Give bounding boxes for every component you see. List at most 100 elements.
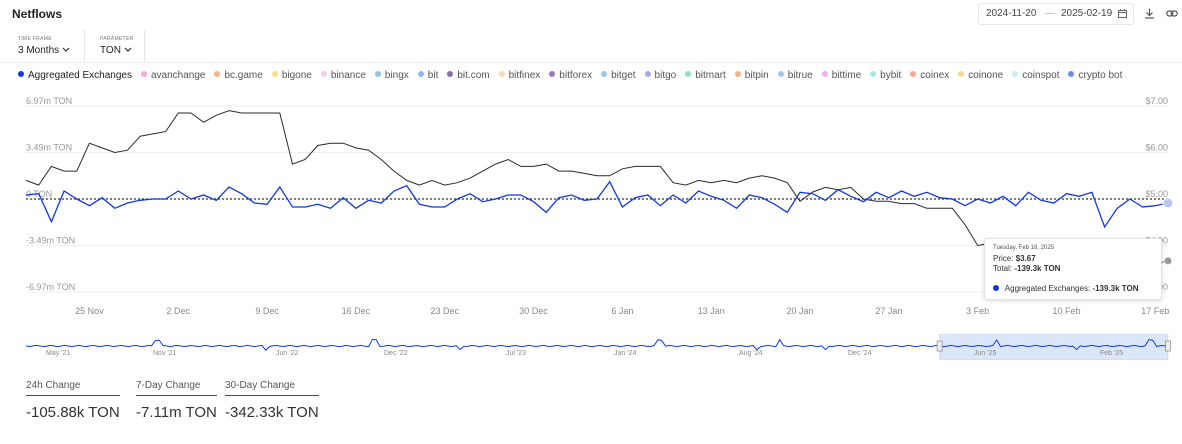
- navigator-label: Jun '25: [974, 350, 997, 357]
- date-from[interactable]: 2024-11-20: [986, 8, 1037, 19]
- legend-item[interactable]: bitmart: [685, 70, 726, 81]
- navigator-label: May '21: [46, 350, 71, 357]
- legend-label: coinex: [920, 70, 950, 81]
- legend-dot: [447, 71, 454, 78]
- parameter-select[interactable]: PARAMETER TON: [94, 30, 145, 62]
- parameter-value-row[interactable]: TON: [100, 45, 132, 56]
- price-series-line: [25, 110, 1169, 265]
- legend-dot: [685, 71, 692, 78]
- stat-value: -342.33k TON: [225, 404, 319, 421]
- legend-item[interactable]: bit.com: [447, 70, 490, 81]
- legend-dot: [1012, 71, 1019, 78]
- time-frame-label: TIME FRAME: [18, 36, 52, 42]
- time-frame-value: 3 Months: [18, 45, 60, 56]
- x-tick-label: 3 Feb: [966, 306, 989, 316]
- legend-dot: [870, 71, 877, 78]
- navigator-label: Jan '24: [614, 350, 637, 357]
- legend-item[interactable]: coinex: [910, 70, 949, 81]
- x-tick-label: 20 Jan: [787, 306, 814, 316]
- tooltip-date: Tuesday, Feb 18, 2025: [993, 245, 1055, 251]
- tooltip-total-value: -139.3k TON: [1014, 264, 1061, 273]
- y-left-tick-label: -6.97m TON: [26, 282, 75, 292]
- stat-label: 30-Day Change: [225, 380, 319, 396]
- legend-item[interactable]: bitget: [601, 70, 636, 81]
- legend-item[interactable]: coinone: [958, 70, 1003, 81]
- navigator-handle-right[interactable]: [1165, 340, 1171, 352]
- legend-item[interactable]: bitforex: [549, 70, 592, 81]
- legend-dot: [958, 71, 965, 78]
- x-tick-label: 6 Jan: [611, 306, 633, 316]
- legend-item[interactable]: bitpin: [734, 70, 769, 81]
- navigator-label: Dec '22: [384, 350, 408, 357]
- legend-item[interactable]: Aggregated Exchanges: [18, 70, 132, 81]
- legend-item[interactable]: crypto bot: [1068, 70, 1122, 81]
- aggregated-exchanges-series-line: [25, 180, 1169, 229]
- divider: [0, 62, 1182, 63]
- legend-dot: [777, 71, 784, 78]
- legend-dot: [734, 71, 741, 78]
- x-tick-label: 23 Dec: [430, 306, 459, 316]
- y-left-tick-label: 6.97m TON: [26, 96, 72, 106]
- legend-label: binance: [330, 70, 366, 81]
- legend-item[interactable]: bc.game: [214, 70, 263, 81]
- legend-item[interactable]: bit: [417, 70, 438, 81]
- x-tick-label: 25 Nov: [75, 306, 104, 316]
- tooltip-price-row: Price: $3.67: [993, 254, 1036, 263]
- legend-label: coinone: [968, 70, 1004, 81]
- legend-label: bitrue: [787, 70, 813, 81]
- parameter-value: TON: [100, 45, 121, 56]
- tooltip-series-value: -139.3k TON: [1092, 284, 1139, 293]
- navigator-handle-left[interactable]: [936, 340, 943, 352]
- legend-dot: [1068, 71, 1075, 78]
- legend-dot: [549, 71, 556, 78]
- legend-item[interactable]: binance: [320, 70, 366, 81]
- x-axis: 25 Nov 2 Dec 9 Dec 16 Dec 23 Dec 30 Dec 6 Jan 1…: [75, 306, 1169, 316]
- range-navigator[interactable]: [0, 334, 1182, 360]
- time-frame-select[interactable]: TIME FRAME 3 Months: [12, 30, 85, 62]
- legend-item[interactable]: bybit: [870, 70, 901, 81]
- legend-item[interactable]: bitgo: [644, 70, 677, 81]
- legend-item[interactable]: bingx: [374, 70, 409, 81]
- legend-item[interactable]: bitrue: [777, 70, 813, 81]
- download-icon[interactable]: [1144, 8, 1155, 19]
- stat-label: 7-Day Change: [136, 380, 217, 396]
- legend-label: Aggregated Exchanges: [28, 70, 132, 81]
- stat-7d: 7-Day Change -7.11m TON: [136, 380, 217, 421]
- legend-dot: [498, 71, 505, 78]
- page-title: Netflows: [12, 7, 63, 21]
- navigator-label: Jul '23: [506, 350, 527, 357]
- date-to[interactable]: 2025-02-19: [1061, 8, 1113, 19]
- navigator-label: Aug '24: [739, 350, 763, 357]
- legend-dot: [374, 71, 381, 78]
- date-range-picker[interactable]: 2024-11-20 — 2025-02-19: [978, 3, 1134, 25]
- legend-label: bingx: [384, 70, 409, 81]
- link-icon[interactable]: [1166, 9, 1178, 18]
- x-tick-label: 2 Dec: [167, 306, 191, 316]
- legend-item[interactable]: bitfinex: [498, 70, 541, 81]
- stat-24h: 24h Change -105.88k TON: [26, 380, 120, 421]
- legend-dot: [601, 71, 608, 78]
- legend-item[interactable]: coinspot: [1012, 70, 1059, 81]
- legend-label: avanchange: [150, 70, 206, 81]
- x-tick-label: 27 Jan: [875, 306, 902, 316]
- tooltip-price-label: Price:: [993, 254, 1014, 263]
- legend-dot: [271, 71, 278, 78]
- legend-item[interactable]: avanchange: [140, 70, 206, 81]
- x-tick-label: 10 Feb: [1052, 306, 1080, 316]
- legend-label: coinspot: [1022, 70, 1060, 81]
- legend-label: bigone: [281, 70, 312, 81]
- legend-item[interactable]: bigone: [271, 70, 312, 81]
- legend-item[interactable]: bittime: [821, 70, 861, 81]
- stat-label: 24h Change: [26, 380, 120, 396]
- x-tick-label: 9 Dec: [255, 306, 279, 316]
- x-tick-label: 16 Dec: [342, 306, 371, 316]
- time-frame-value-row[interactable]: 3 Months: [18, 45, 70, 56]
- calendar-icon[interactable]: [1118, 9, 1127, 18]
- legend-label: bitfinex: [508, 70, 541, 81]
- x-tick-label: 30 Dec: [519, 306, 548, 316]
- legend-label: bitmart: [695, 70, 726, 81]
- legend-label: bitgo: [654, 70, 677, 81]
- legend-label: bitpin: [744, 70, 769, 81]
- y-left-tick-label: -3.49m TON: [26, 236, 75, 246]
